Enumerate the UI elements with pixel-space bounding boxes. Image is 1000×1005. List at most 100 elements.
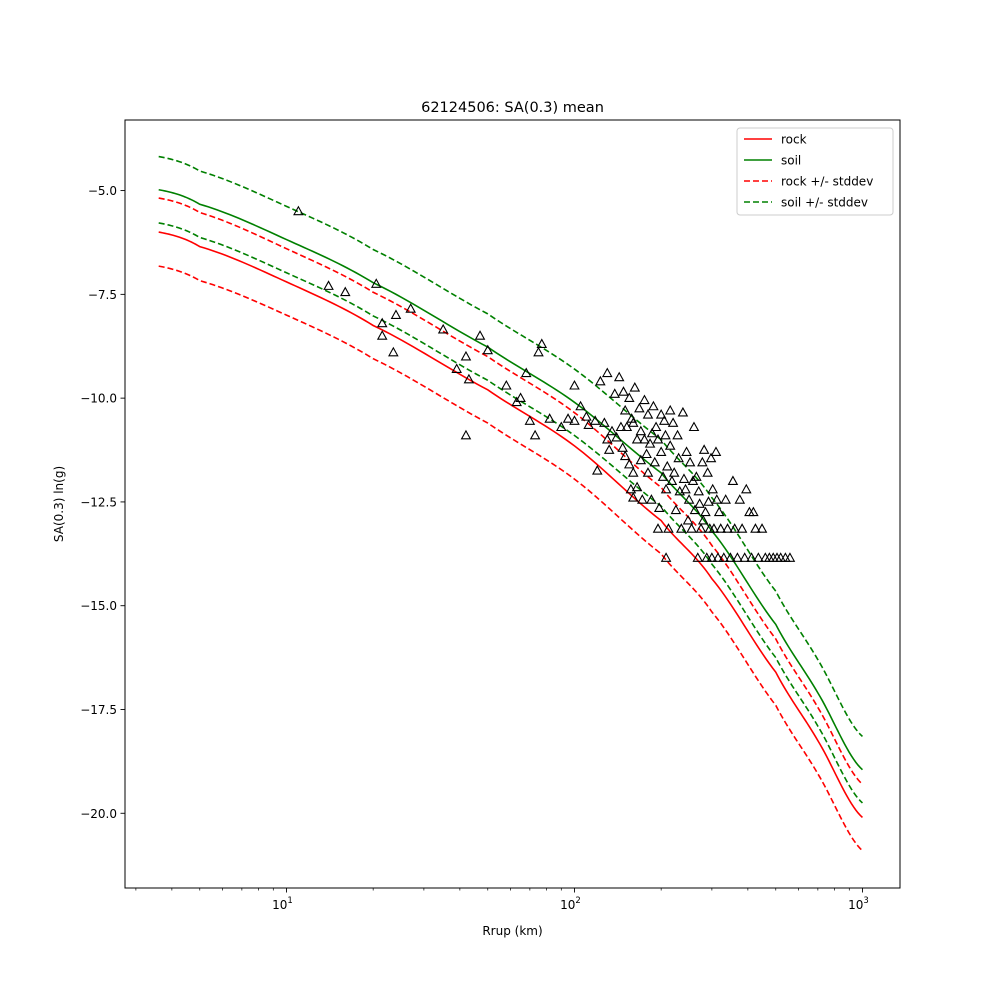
observation-point — [703, 496, 714, 506]
observation-point — [748, 506, 759, 517]
observation-point — [569, 415, 580, 425]
observation-point — [667, 417, 679, 427]
observation-point — [681, 446, 692, 456]
observation-point — [601, 433, 613, 444]
observation-point — [700, 506, 711, 517]
observation-point — [680, 483, 691, 494]
observation-point — [718, 552, 730, 562]
observation-point — [660, 429, 671, 440]
y-tick-label: −12.5 — [80, 495, 117, 509]
observation-point — [618, 386, 629, 396]
observation-point — [686, 523, 697, 533]
observation-point — [544, 413, 555, 423]
y-axis-label: SA(0.3) ln(g) — [52, 466, 66, 542]
observation-point — [646, 427, 658, 438]
observation-point — [599, 417, 610, 427]
observation-point — [606, 425, 618, 436]
observation-point — [740, 483, 752, 494]
observation-point — [720, 494, 731, 504]
observation-point — [555, 421, 567, 432]
observation-point — [664, 404, 676, 415]
observation-point — [370, 278, 382, 288]
legend-label-soil-stddev: soil +/- stddev — [781, 196, 868, 210]
observation-point — [623, 392, 635, 402]
observation-point — [603, 444, 615, 454]
observation-point — [390, 309, 402, 319]
observation-point — [619, 450, 631, 461]
observation-point — [693, 485, 705, 496]
observation-point — [642, 409, 654, 419]
observation-point — [437, 323, 449, 334]
observation-point — [732, 552, 743, 562]
observation-point — [676, 523, 687, 533]
observation-point — [673, 452, 684, 463]
observation-point — [619, 404, 631, 415]
observation-point — [520, 367, 532, 378]
observation-point — [575, 400, 586, 411]
observation-point — [615, 421, 627, 432]
observation-point — [672, 429, 683, 440]
observation-point — [655, 409, 667, 419]
y-axis: −5.0 −7.5 −10.0 −12.5 −15.0 −17.5 −20.0 — [80, 184, 125, 821]
observation-point — [678, 473, 690, 483]
observation-point — [756, 523, 768, 533]
observation-point — [613, 371, 625, 382]
chart-title: 62124506: SA(0.3) mean — [421, 100, 604, 116]
series-layer — [158, 155, 864, 852]
observation-point — [339, 286, 351, 297]
observation-point — [688, 421, 700, 432]
observation-point — [601, 367, 613, 378]
observation-point — [581, 411, 592, 421]
observation-point — [692, 552, 704, 562]
observation-point — [515, 392, 526, 402]
observation-point — [629, 382, 641, 392]
observation-point — [569, 379, 580, 390]
observation-point — [611, 431, 622, 442]
observation-point — [652, 523, 664, 533]
observation-point — [697, 456, 708, 467]
observation-point — [666, 475, 678, 486]
observation-point — [625, 483, 637, 494]
observation-point — [684, 456, 696, 467]
observation-point — [711, 494, 723, 504]
observation-point — [725, 552, 736, 562]
observation-point — [649, 456, 661, 467]
observation-point — [677, 406, 689, 417]
series-line-soil — [158, 188, 864, 771]
observation-point — [729, 523, 740, 533]
observation-point — [706, 552, 718, 562]
observation-point — [653, 502, 665, 513]
observation-point — [501, 379, 512, 390]
observation-point — [657, 471, 669, 481]
observation-point — [727, 475, 739, 486]
observation-point — [646, 494, 657, 504]
observation-point — [641, 448, 652, 459]
observation-point — [689, 504, 701, 515]
observation-point — [691, 471, 702, 481]
observation-point — [708, 523, 720, 533]
observation-point — [589, 415, 601, 425]
observation-point — [660, 552, 672, 562]
observation-point — [293, 205, 304, 216]
observation-point — [642, 467, 654, 477]
y-tick-label: −5.0 — [88, 184, 117, 198]
observation-point — [713, 506, 725, 517]
observation-point — [635, 454, 647, 465]
observation-point — [698, 444, 710, 454]
observation-point — [682, 514, 694, 525]
observation-point — [701, 552, 713, 562]
series-line-rock — [158, 231, 864, 819]
observation-point — [753, 552, 764, 562]
observation-point — [707, 483, 719, 494]
observation-point — [639, 394, 650, 405]
observation-point — [562, 413, 574, 423]
y-tick-label: −15.0 — [80, 599, 117, 613]
series-line-soil-stddev — [158, 155, 864, 738]
legend: rock soil rock +/- stddev soil +/- stddev — [736, 127, 894, 216]
observation-point — [631, 481, 643, 492]
legend-label-rock: rock — [781, 133, 807, 147]
series-line-band-3 — [158, 265, 864, 852]
observation-point — [451, 363, 463, 373]
